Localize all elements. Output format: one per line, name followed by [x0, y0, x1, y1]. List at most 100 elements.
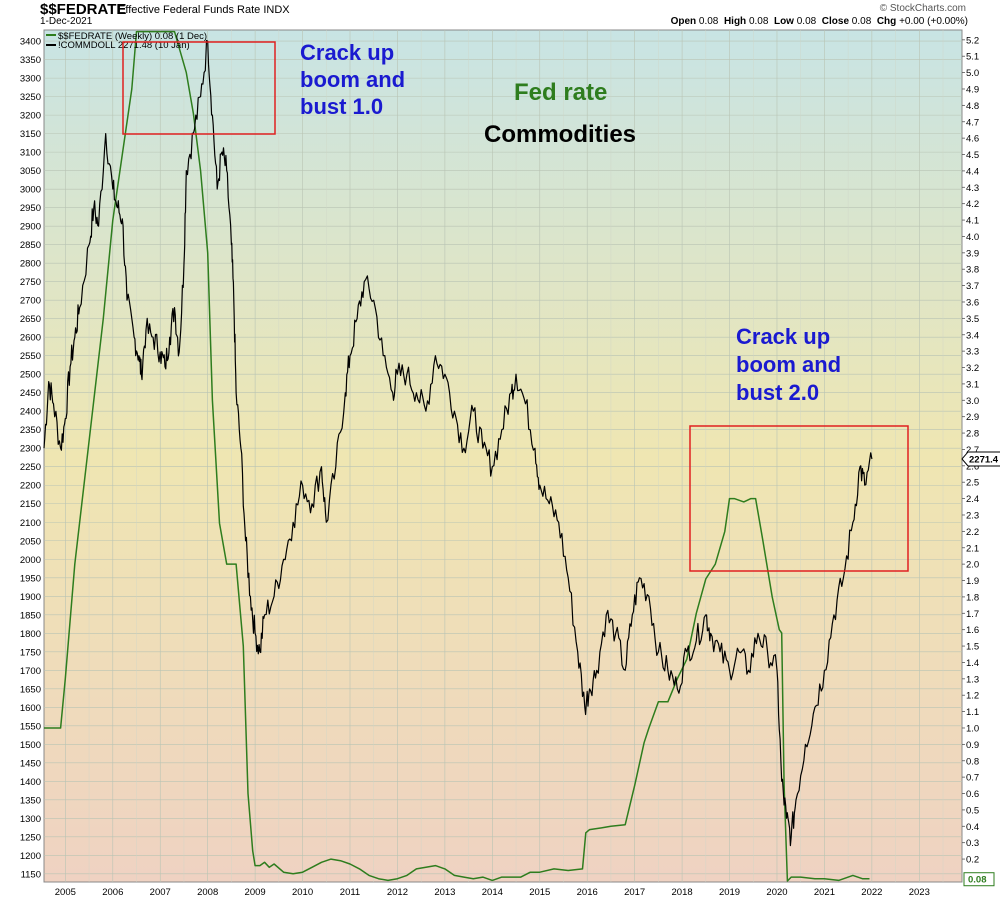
left-tick-label: 1900 [20, 592, 41, 603]
right-axis: 0.2 0.3 0.4 0.5 0.6 0.7 0.8 0.9 1.0 1.1 1.2 1.3 1.4 1… [962, 35, 979, 866]
left-tick-label: 3100 [20, 148, 41, 159]
left-tick-label: 2600 [20, 333, 41, 344]
chart-date: 1-Dec-2021 [40, 16, 93, 27]
last-value-commodities: 2271.4 [961, 451, 1000, 467]
right-tick-label: 0.4 [966, 822, 979, 833]
commodities-tag-shape [961, 451, 1000, 467]
right-tick-label: 4.5 [966, 150, 979, 161]
right-tick-label: 2.2 [966, 527, 979, 538]
commodities-last-value: 2271.4 [969, 454, 999, 465]
right-tick-label: 0.5 [966, 805, 979, 816]
left-tick-label: 2650 [20, 314, 41, 325]
left-tick-label: 3200 [20, 111, 41, 122]
right-tick-label: 3.3 [966, 347, 979, 358]
x-tick-label: 2006 [102, 887, 123, 898]
right-tick-label: 3.6 [966, 297, 979, 308]
x-tick-label: 2012 [387, 887, 408, 898]
left-tick-label: 2200 [20, 481, 41, 492]
left-tick-label: 3400 [20, 37, 41, 48]
right-tick-label: 3.5 [966, 314, 979, 325]
annotation-crack1: Crack up boom and bust 1.0 [300, 40, 405, 119]
left-tick-label: 1250 [20, 832, 41, 843]
right-tick-label: 3.0 [966, 396, 979, 407]
left-tick-label: 2300 [20, 444, 41, 455]
right-tick-label: 3.8 [966, 265, 979, 276]
left-tick-label: 2000 [20, 555, 41, 566]
right-tick-label: 0.2 [966, 855, 979, 866]
x-axis: 2005 2006 2007 2008 2009 2010 2011 2012 2013 2014… [55, 887, 930, 898]
chart-credit: © StockCharts.com [879, 3, 966, 14]
left-tick-label: 1800 [20, 629, 41, 640]
annotation-commodities: Commodities [484, 121, 636, 148]
box-bust-2 [689, 425, 909, 572]
right-tick-label: 2.0 [966, 560, 979, 571]
left-tick-label: 1150 [21, 869, 41, 880]
series-commodities-line [43, 39, 873, 847]
crack1-line-3: bust 1.0 [300, 94, 383, 119]
right-tick-label: 1.4 [966, 658, 979, 669]
left-tick-label: 1950 [20, 573, 41, 584]
x-tick-label: 2014 [482, 887, 503, 898]
annotation-fed-rate: Fed rate [514, 79, 607, 106]
right-tick-label: 4.6 [966, 134, 979, 145]
left-tick-label: 1850 [20, 610, 41, 621]
right-tick-label: 3.7 [966, 281, 979, 292]
left-tick-label: 2700 [20, 296, 41, 307]
x-tick-label: 2016 [577, 887, 598, 898]
left-tick-label: 1600 [20, 703, 41, 714]
left-tick-label: 1350 [20, 795, 41, 806]
right-tick-label: 1.3 [966, 674, 979, 685]
chg-value: +0.00 (+0.00%) [899, 16, 968, 27]
right-tick-label: 0.6 [966, 789, 979, 800]
close-label: Close [821, 16, 850, 27]
x-tick-label: 2020 [766, 887, 787, 898]
right-tick-label: 4.9 [966, 84, 979, 95]
chart-header: $$FEDRATE Effective Federal Funds Rate I… [0, 0, 1000, 30]
right-tick-label: 4.0 [966, 232, 979, 243]
right-tick-label: 2.9 [966, 412, 979, 423]
left-tick-label: 1550 [20, 721, 41, 732]
left-tick-label: 2450 [20, 388, 41, 399]
right-tick-label: 0.3 [966, 838, 979, 849]
right-tick-label: 4.2 [966, 199, 979, 210]
x-tick-label: 2011 [340, 887, 360, 898]
ohlc-readout: Open 0.08 High 0.08 Low 0.08 Close 0.08 … [671, 16, 968, 27]
right-tick-label: 1.2 [966, 691, 979, 702]
left-tick-label: 3050 [20, 166, 41, 177]
right-tick-label: 2.3 [966, 510, 979, 521]
left-tick-label: 3150 [20, 129, 41, 140]
legend-commodities: !COMMDOLL 2271.48 (10 Jan) [58, 40, 190, 51]
series-layer [43, 30, 873, 882]
left-tick-label: 3300 [20, 74, 41, 85]
right-tick-label: 1.5 [966, 642, 979, 653]
right-tick-label: 5.0 [966, 68, 979, 79]
open-value: 0.08 [698, 16, 719, 27]
x-tick-label: 2009 [245, 887, 266, 898]
right-tick-label: 0.7 [966, 773, 979, 784]
left-axis: 1150 1200 1250 1300 1350 1400 1450 1500 1550 1600… [20, 37, 41, 881]
left-tick-label: 2100 [20, 518, 41, 529]
right-tick-label: 4.8 [966, 101, 979, 112]
left-tick-label: 2750 [20, 277, 41, 288]
legend-fedrate: $$FEDRATE (Weekly) 0.08 (1 Dec) [58, 31, 207, 42]
x-tick-label: 2018 [672, 887, 693, 898]
left-tick-label: 2350 [20, 425, 41, 436]
right-tick-label: 1.1 [966, 707, 979, 718]
left-tick-label: 2950 [20, 203, 41, 214]
right-tick-label: 3.1 [966, 379, 979, 390]
x-tick-label: 2010 [292, 887, 313, 898]
x-tick-label: 2013 [434, 887, 455, 898]
right-tick-label: 4.3 [966, 183, 979, 194]
right-tick-label: 0.8 [966, 756, 979, 767]
left-tick-label: 1300 [20, 814, 41, 825]
left-tick-label: 2800 [20, 259, 41, 270]
open-label: Open [670, 16, 697, 27]
right-tick-label: 0.9 [966, 740, 979, 751]
x-tick-label: 2022 [861, 887, 882, 898]
crack1-line-1: Crack up [300, 40, 394, 65]
left-tick-label: 3350 [20, 55, 41, 66]
left-tick-label: 2900 [20, 222, 41, 233]
right-tick-label: 3.9 [966, 248, 979, 259]
right-tick-label: 2.5 [966, 478, 979, 489]
box-bust-1 [122, 41, 276, 135]
